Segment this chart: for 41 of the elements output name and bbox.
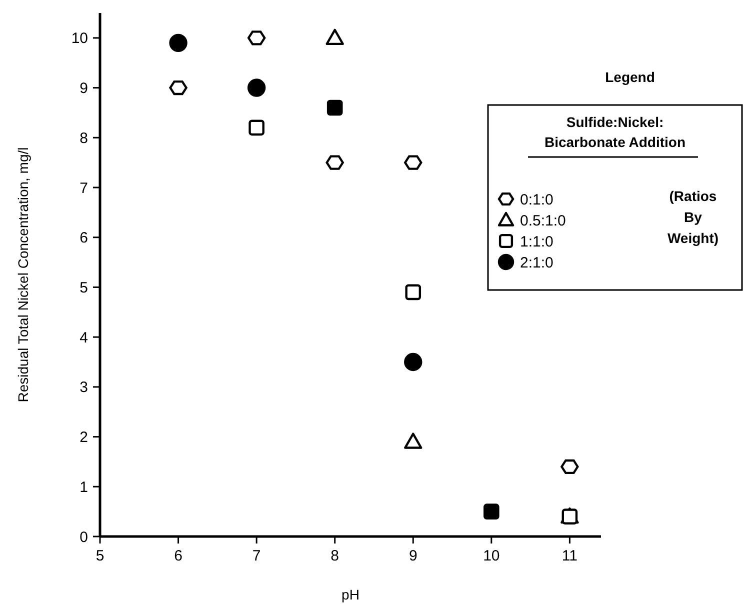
legend-label: 0:1:0 xyxy=(520,191,554,208)
y-tick-label: 4 xyxy=(80,329,88,346)
point xyxy=(560,459,579,474)
point xyxy=(247,30,266,46)
x-tick-label: 8 xyxy=(330,548,340,564)
x-tick-label: 11 xyxy=(562,548,578,564)
point xyxy=(404,155,422,170)
legend-label: 1:1:0 xyxy=(520,233,554,250)
x-tick-label: 9 xyxy=(408,548,418,564)
point xyxy=(169,34,188,52)
y-tick-label: 10 xyxy=(71,30,88,48)
x-tick-label: 5 xyxy=(96,548,104,564)
point xyxy=(404,432,422,449)
point xyxy=(248,120,264,136)
point xyxy=(404,352,422,372)
y-tick-label: 2 xyxy=(80,429,88,446)
text: Legend xyxy=(605,69,655,85)
legend-title: Sulfide:Nickel: Bicarbonate Addition xyxy=(544,114,686,150)
y-tick-label: 8 xyxy=(80,130,88,147)
y-axis-title: Residual Total Nickel Concentration, mg/l xyxy=(15,147,31,402)
point xyxy=(247,78,266,97)
text: (Ratios By Weight) xyxy=(667,188,719,246)
point xyxy=(326,155,344,170)
point xyxy=(326,28,344,46)
point xyxy=(484,504,500,520)
point xyxy=(169,80,188,96)
y-tick-label: 6 xyxy=(80,230,88,247)
y-tick-label: 0 xyxy=(80,528,88,546)
x-axis-title: pH xyxy=(342,586,360,602)
y-tick-label: 1 xyxy=(80,478,88,496)
y-tick-label: 9 xyxy=(80,80,88,98)
y-tick-label: 5 xyxy=(80,279,88,296)
y-tick-label: 7 xyxy=(80,180,88,197)
point xyxy=(326,100,343,116)
point xyxy=(405,284,422,300)
x-tick-label: 7 xyxy=(252,548,261,564)
x-tick-label: 6 xyxy=(174,548,182,564)
x-tick-label: 10 xyxy=(483,548,500,564)
legend-label: 0.5:1:0 xyxy=(520,212,566,230)
legend-label: 2:1:0 xyxy=(520,254,554,272)
y-tick-label: 3 xyxy=(80,379,88,396)
